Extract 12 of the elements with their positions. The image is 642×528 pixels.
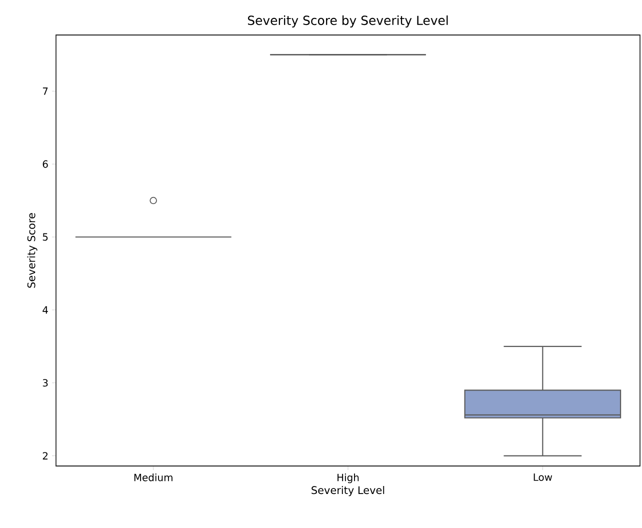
y-tick-label: 6 (42, 160, 48, 168)
y-axis-title: Severity Score (27, 213, 38, 288)
x-tick-label: High (338, 474, 359, 484)
x-axis-title: Severity Level (312, 486, 384, 496)
y-tick-label: 2 (42, 452, 48, 460)
y-tick-label: 3 (42, 379, 48, 387)
chart-title: Severity Score by Severity Level (248, 15, 448, 28)
y-tick-label: 4 (42, 306, 48, 314)
x-tick-label: Medium (134, 474, 172, 482)
y-tick-label: 7 (42, 88, 48, 95)
y-tick-label: 5 (42, 233, 48, 241)
x-tick-label: Low (534, 474, 552, 481)
